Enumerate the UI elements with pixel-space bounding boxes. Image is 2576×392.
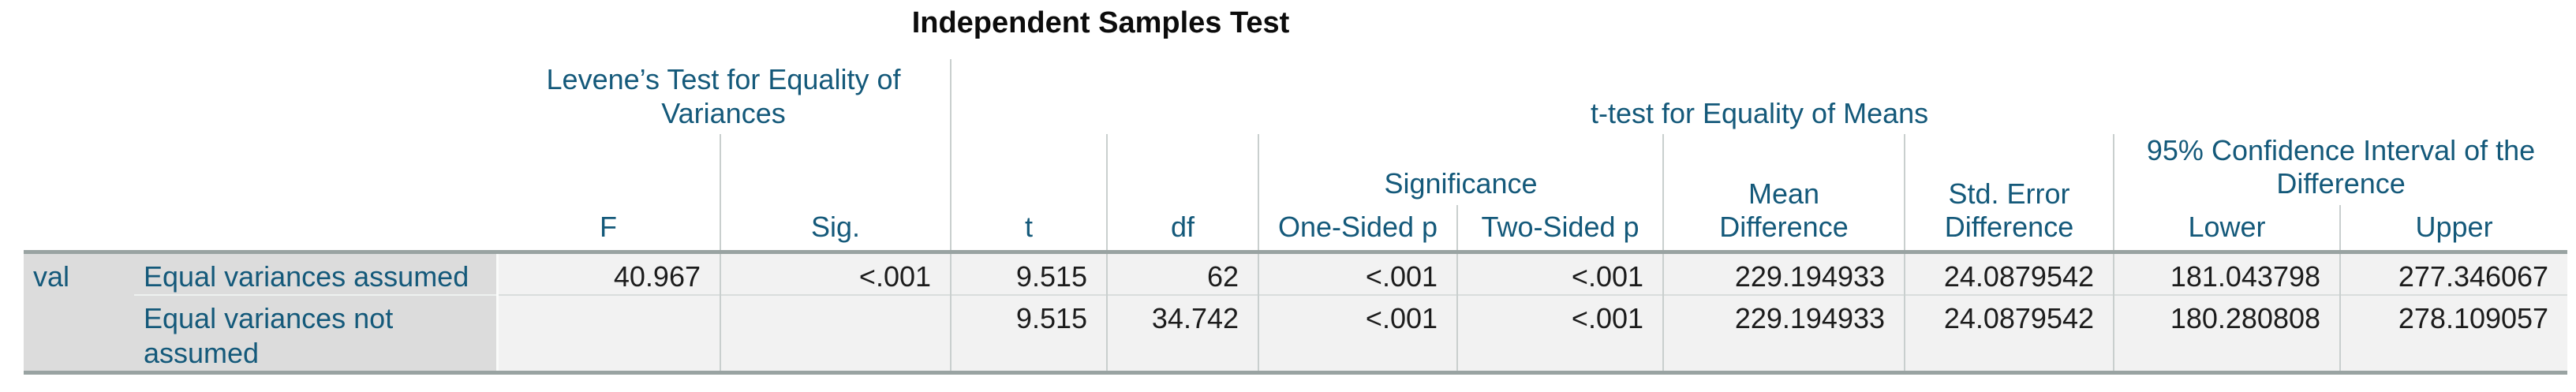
col-header-sig: Sig. <box>719 134 952 252</box>
cell-mean-difference-assumed: 229.194933 <box>1662 250 1905 296</box>
cell-lower-not-assumed: 180.280808 <box>2113 294 2341 375</box>
row-label-not-assumed: Equal variances not assumed <box>134 294 497 375</box>
cell-one-sided-p-assumed: <.001 <box>1258 250 1458 296</box>
cell-upper-assumed: 277.346067 <box>2339 250 2568 296</box>
significance-group-header: Significance <box>1258 134 1664 205</box>
confidence-interval-group-header: 95% Confidence Interval of the Differenc… <box>2113 134 2568 205</box>
table-body: val Equal variances assumed 40.967 <.001… <box>24 250 2568 375</box>
cell-sig-assumed: <.001 <box>719 250 952 296</box>
cell-mean-difference-not-assumed: 229.194933 <box>1662 294 1905 375</box>
col-header-one-sided-p: One-Sided p <box>1258 204 1458 252</box>
col-header-lower: Lower <box>2113 204 2341 252</box>
row-variable-label: val <box>24 250 134 375</box>
cell-upper-not-assumed: 278.109057 <box>2339 294 2568 375</box>
independent-samples-test-table[interactable]: Levene’s Test for Equality of Variances … <box>24 59 2568 375</box>
cell-lower-assumed: 181.043798 <box>2113 250 2341 296</box>
cell-t-assumed: 9.515 <box>950 250 1108 296</box>
table-header: Levene’s Test for Equality of Variances … <box>24 59 2568 252</box>
col-header-mean-difference: Mean Difference <box>1662 134 1905 252</box>
cell-df-assumed: 62 <box>1106 250 1259 296</box>
cell-sig-not-assumed <box>719 294 952 375</box>
col-header-upper: Upper <box>2339 204 2568 252</box>
cell-f-assumed: 40.967 <box>495 250 720 296</box>
levene-group-header: Levene’s Test for Equality of Variances <box>497 59 952 134</box>
col-header-df: df <box>1106 134 1259 252</box>
cell-two-sided-p-not-assumed: <.001 <box>1456 294 1664 375</box>
row-label-assumed: Equal variances assumed <box>134 250 497 296</box>
cell-two-sided-p-assumed: <.001 <box>1456 250 1664 296</box>
cell-std-error-difference-not-assumed: 24.0879542 <box>1904 294 2114 375</box>
header-corner-cell <box>24 59 497 252</box>
cell-std-error-difference-assumed: 24.0879542 <box>1904 250 2114 296</box>
col-header-f: F <box>497 134 720 252</box>
table-row-equal-variances-assumed: val Equal variances assumed 40.967 <.001… <box>24 250 2568 375</box>
ttest-group-header: t-test for Equality of Means <box>950 59 2568 134</box>
cell-f-not-assumed <box>495 294 720 375</box>
cell-df-not-assumed: 34.742 <box>1106 294 1259 375</box>
col-header-std-error-difference: Std. Error Difference <box>1904 134 2114 252</box>
cell-t-not-assumed: 9.515 <box>950 294 1108 375</box>
col-header-t: t <box>950 134 1108 252</box>
col-header-two-sided-p: Two-Sided p <box>1456 204 1664 252</box>
cell-one-sided-p-not-assumed: <.001 <box>1258 294 1458 375</box>
table-row-equal-variances-not-assumed: Equal variances not assumed 9.515 34.742… <box>24 294 2568 375</box>
table-title: Independent Samples Test <box>911 6 1290 39</box>
